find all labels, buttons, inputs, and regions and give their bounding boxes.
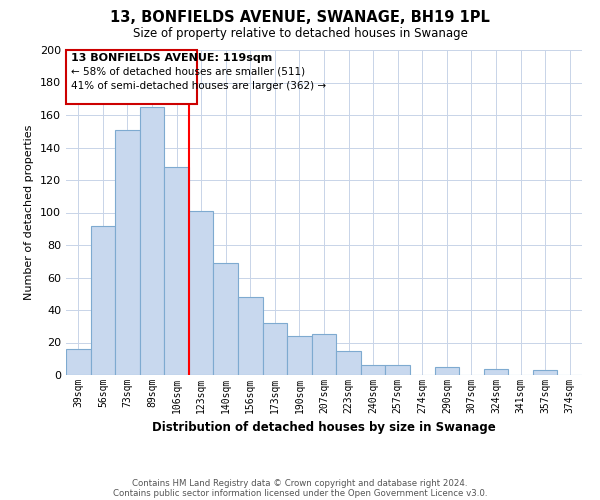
Bar: [140, 107, 164, 375]
Bar: [189, 211, 214, 375]
Bar: [533, 370, 557, 375]
Text: Contains HM Land Registry data © Crown copyright and database right 2024.: Contains HM Land Registry data © Crown c…: [132, 478, 468, 488]
Bar: [263, 323, 287, 375]
Text: Contains public sector information licensed under the Open Government Licence v3: Contains public sector information licen…: [113, 488, 487, 498]
Text: ← 58% of detached houses are smaller (511): ← 58% of detached houses are smaller (51…: [71, 66, 305, 76]
Text: 41% of semi-detached houses are larger (362) →: 41% of semi-detached houses are larger (…: [71, 81, 326, 91]
Bar: [385, 365, 410, 375]
Bar: [91, 226, 115, 375]
Y-axis label: Number of detached properties: Number of detached properties: [25, 125, 34, 300]
Text: 13 BONFIELDS AVENUE: 119sqm: 13 BONFIELDS AVENUE: 119sqm: [71, 53, 272, 63]
X-axis label: Distribution of detached houses by size in Swanage: Distribution of detached houses by size …: [152, 422, 496, 434]
Bar: [434, 367, 459, 375]
Bar: [312, 334, 336, 375]
Bar: [115, 130, 140, 375]
Text: Size of property relative to detached houses in Swanage: Size of property relative to detached ho…: [133, 28, 467, 40]
Bar: [484, 368, 508, 375]
Text: 13, BONFIELDS AVENUE, SWANAGE, BH19 1PL: 13, BONFIELDS AVENUE, SWANAGE, BH19 1PL: [110, 10, 490, 25]
Bar: [164, 167, 189, 375]
Bar: [214, 263, 238, 375]
Bar: [336, 350, 361, 375]
Bar: [66, 349, 91, 375]
Bar: [287, 336, 312, 375]
Bar: [238, 297, 263, 375]
Bar: [66, 50, 197, 104]
Bar: [361, 365, 385, 375]
